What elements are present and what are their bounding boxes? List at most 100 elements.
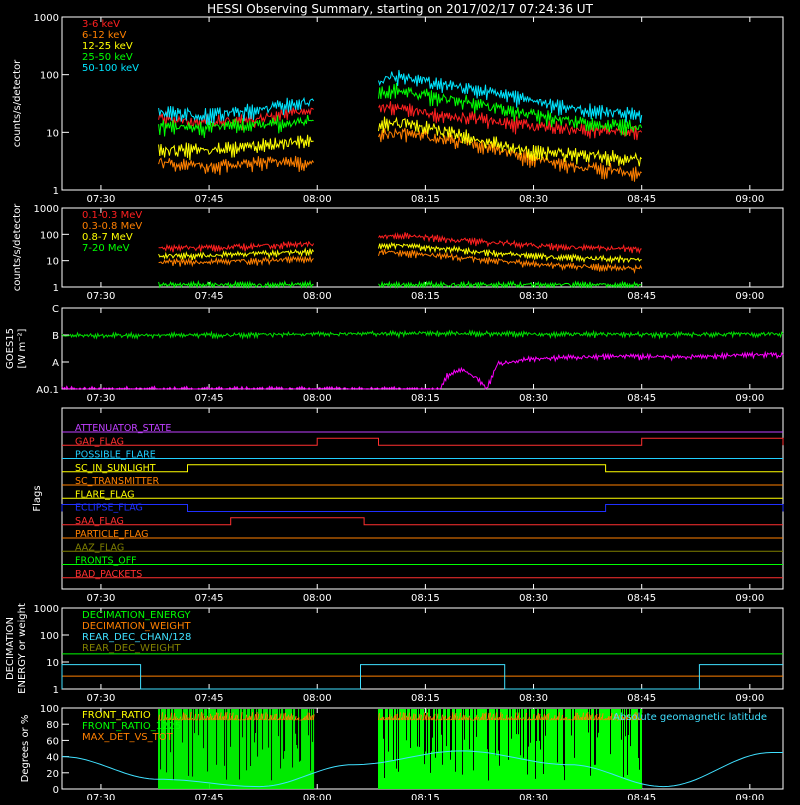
legend-entry: 0.1-0.3 MeV: [82, 210, 142, 221]
max-det-mark: [412, 719, 413, 720]
max-det-mark: [505, 719, 506, 720]
x-tick-label: 07:30: [87, 393, 116, 404]
max-det-mark: [259, 719, 260, 720]
x-tick-label: 07:45: [195, 793, 224, 800]
y-tick-label: 1: [53, 186, 59, 197]
legend-entry: 12-25 keV: [82, 41, 133, 52]
legend-entry: MAX_DET_VS_TOT: [82, 732, 174, 743]
x-tick-label: 08:45: [627, 393, 656, 404]
legend-entry: 3-6 keV: [82, 19, 120, 30]
y-tick-label: 60: [46, 736, 59, 747]
x-tick-label: 08:45: [627, 793, 656, 800]
y-tick-label: 100: [40, 704, 59, 715]
x-tick-label: 08:30: [519, 793, 548, 800]
y-tick-label: 0: [53, 785, 59, 796]
x-tick-label: 07:30: [87, 793, 116, 800]
x-tick-label: 08:00: [303, 291, 332, 302]
x-tick-label: 08:15: [411, 593, 440, 604]
y-tick-label: B: [52, 331, 59, 342]
summary-plot: HESSI Observing Summary, starting on 201…: [0, 0, 800, 800]
y-axis-label: Degrees or %: [20, 715, 31, 783]
flag-label: ATTENUATOR_STATE: [75, 423, 171, 434]
legend-entry: REAR_DEC_CHAN/128: [82, 632, 191, 643]
max-det-mark: [439, 719, 440, 720]
x-tick-label: 08:15: [411, 194, 440, 205]
y-tick-label: 1000: [34, 204, 59, 215]
x-tick-label: 08:00: [303, 593, 332, 604]
y-tick-label: 100: [40, 230, 59, 241]
x-tick-label: 08:30: [519, 593, 548, 604]
x-tick-label: 09:00: [735, 291, 764, 302]
legend-entry: 0.3-0.8 MeV: [82, 221, 142, 232]
x-tick-label: 08:30: [519, 393, 548, 404]
max-det-mark: [487, 720, 488, 721]
x-tick-label: 08:00: [303, 393, 332, 404]
y-tick-label: 100: [40, 631, 59, 642]
y-tick-label: 80: [46, 720, 59, 731]
x-tick-label: 08:45: [627, 693, 656, 704]
x-tick-label: 08:00: [303, 194, 332, 205]
y-axis-label-units: [W m⁻²]: [17, 328, 28, 368]
x-tick-label: 08:30: [519, 194, 548, 205]
x-tick-label: 07:45: [195, 693, 224, 704]
flag-label: AAZ_FLAG: [75, 542, 124, 553]
x-tick-label: 07:30: [87, 194, 116, 205]
legend-entry-latitude: Absolute geomagnetic latitude: [613, 712, 767, 723]
y-tick-label: 1: [53, 685, 59, 696]
x-tick-label: 08:00: [303, 693, 332, 704]
legend-entry: 50-100 keV: [82, 63, 139, 74]
max-det-mark: [440, 720, 441, 721]
flag-label: SC_IN_SUNLIGHT: [75, 463, 156, 474]
x-tick-label: 08:15: [411, 793, 440, 800]
plot-title: HESSI Observing Summary, starting on 201…: [207, 2, 593, 16]
flag-label: ECLIPSE_FLAG: [75, 503, 143, 514]
x-tick-label: 07:30: [87, 593, 116, 604]
x-tick-label: 09:00: [735, 593, 764, 604]
flag-label: SC_TRANSMITTER: [75, 476, 160, 487]
flag-label: PARTICLE_FLAG: [75, 529, 148, 540]
x-tick-label: 08:15: [411, 393, 440, 404]
x-tick-label: 09:00: [735, 194, 764, 205]
y-tick-label: 10: [46, 257, 59, 268]
max-det-mark: [244, 720, 245, 721]
x-tick-label: 09:00: [735, 793, 764, 800]
max-det-mark: [243, 719, 244, 720]
legend-entry: DECIMATION_ENERGY: [82, 610, 191, 621]
y-tick-label: 1000: [34, 604, 59, 615]
legend-entry: 25-50 keV: [82, 52, 133, 63]
legend-entry: REAR_DEC_WEIGHT: [82, 643, 181, 654]
max-det-mark: [532, 719, 533, 720]
flag-label: BAD_PACKETS: [75, 569, 142, 580]
legend-entry: 7-20 MeV: [82, 243, 130, 254]
y-axis-label: GOES15: [5, 328, 16, 369]
x-tick-label: 08:30: [519, 291, 548, 302]
x-tick-label: 08:15: [411, 291, 440, 302]
max-det-mark: [568, 719, 569, 720]
max-det-mark: [277, 719, 278, 720]
y-tick-label: 1000: [34, 13, 59, 24]
flag-label: GAP_FLAG: [75, 436, 124, 447]
flag-label: SAA_FLAG: [75, 516, 124, 527]
max-det-mark: [524, 720, 525, 721]
x-tick-label: 09:00: [735, 393, 764, 404]
x-tick-label: 08:45: [627, 593, 656, 604]
max-det-mark: [593, 719, 594, 720]
y-tick-label: A: [52, 358, 59, 369]
legend-entry: 0.8-7 MeV: [82, 232, 133, 243]
legend-entry: FRONT_RATIO_1225: [82, 721, 181, 732]
x-tick-label: 07:30: [87, 291, 116, 302]
max-det-mark: [527, 720, 528, 721]
x-tick-label: 07:30: [87, 693, 116, 704]
max-det-mark: [268, 720, 269, 721]
y-tick-label: C: [52, 304, 59, 315]
y-tick-label: A0.1: [36, 385, 59, 396]
x-tick-label: 07:45: [195, 194, 224, 205]
max-det-mark: [521, 719, 522, 720]
x-tick-label: 08:45: [627, 291, 656, 302]
y-tick-label: 10: [46, 128, 59, 139]
y-tick-label: 20: [46, 769, 59, 780]
x-tick-label: 07:45: [195, 393, 224, 404]
x-tick-label: 08:15: [411, 693, 440, 704]
legend-entry: 6-12 keV: [82, 30, 126, 41]
x-tick-label: 08:00: [303, 793, 332, 800]
